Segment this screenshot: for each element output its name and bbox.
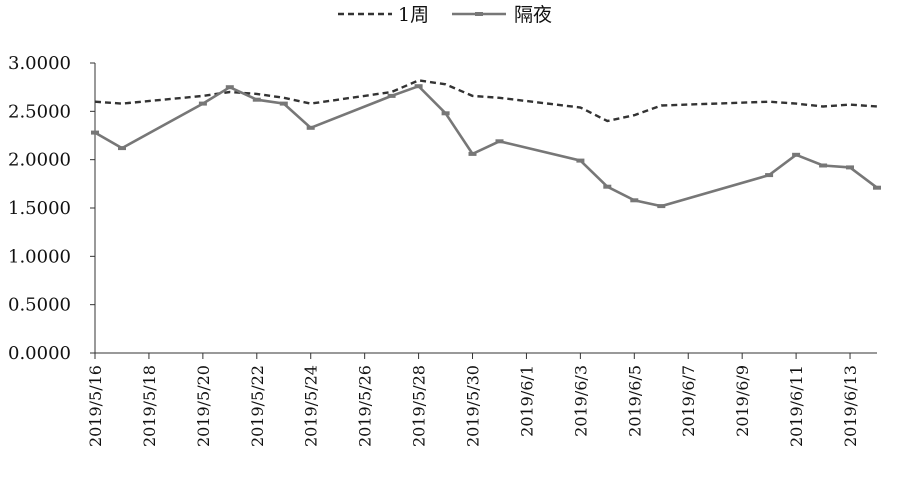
series-line-1week [94,79,878,123]
y-tick-label: 2.5000 [8,101,71,122]
series-group [91,79,881,209]
x-tick-label: 2019/6/7 [679,365,698,437]
data-point-overnight [414,84,423,89]
data-point-overnight [873,185,881,190]
x-tick-label: 2019/5/26 [356,365,375,447]
x-axis-ticks: 2019/5/16 2019/5/18 2019/5/20 2019/5/22 2019… [86,353,860,447]
data-point-overnight [792,152,801,157]
data-point-overnight [198,101,207,106]
x-tick-label: 2019/5/22 [248,365,267,447]
y-axis-ticks: 0.0000 0.5000 1.0000 1.5000 2.0000 2.5000 3.00… [8,53,95,364]
data-point-overnight [630,198,639,203]
data-point-overnight [765,173,774,178]
data-point-overnight [279,101,288,106]
data-point-overnight [603,184,612,189]
data-point-overnight [252,97,261,102]
x-tick-label: 2019/5/16 [86,365,105,447]
legend-marker-overnight [475,12,483,16]
y-tick-label: 2.0000 [8,150,71,171]
y-tick-label: 3.0000 [8,53,71,74]
data-point-overnight [118,146,126,151]
x-tick-label: 2019/5/20 [194,365,213,447]
data-point-overnight [495,139,504,144]
legend: 1周 隔夜 [338,4,552,26]
y-tick-label: 0.0000 [8,343,71,364]
x-tick-label: 2019/6/13 [841,365,860,447]
y-tick-label: 0.5000 [8,295,71,316]
data-point-overnight [306,125,315,130]
x-tick-label: 2019/6/3 [571,365,590,437]
x-tick-label: 2019/5/30 [464,365,483,447]
data-point-overnight [91,130,99,135]
data-point-overnight [657,204,666,209]
x-tick-label: 2019/6/11 [787,365,806,447]
x-tick-label: 2019/6/9 [733,365,752,437]
legend-label-overnight: 隔夜 [514,4,552,26]
x-tick-label: 2019/6/5 [625,365,644,437]
y-tick-label: 1.0000 [8,246,71,267]
x-tick-label: 2019/5/18 [140,365,159,447]
data-point-overnight [441,111,450,116]
y-tick-label: 1.5000 [8,198,71,219]
data-point-overnight [387,93,396,98]
data-point-overnight [846,165,854,170]
legend-label-1week: 1周 [398,4,429,26]
data-point-overnight [225,85,234,90]
x-tick-label: 2019/6/1 [517,365,536,437]
x-tick-label: 2019/5/28 [410,365,429,447]
data-point-overnight [468,151,477,156]
x-tick-label: 2019/5/24 [302,365,321,447]
series-line-overnight [94,84,878,208]
axes [94,63,877,354]
data-point-overnight [576,158,585,163]
data-point-overnight [819,163,828,168]
